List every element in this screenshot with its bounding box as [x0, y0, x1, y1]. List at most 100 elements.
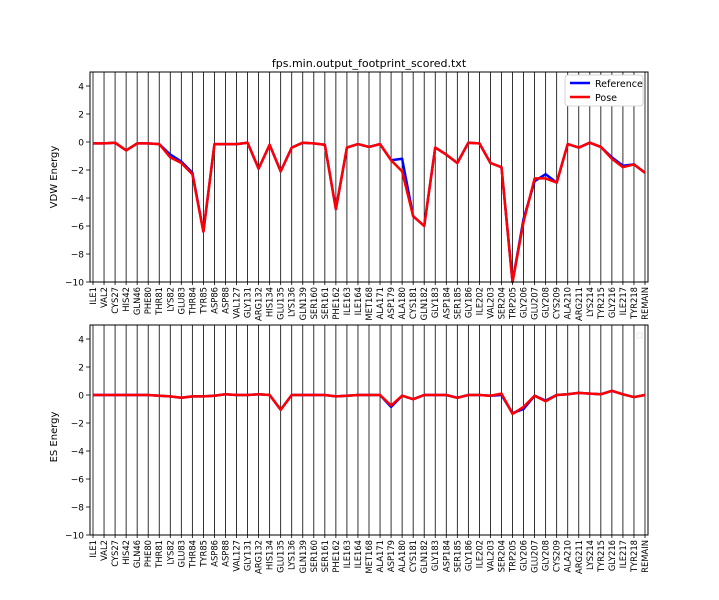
- y-tick-label: 4: [78, 336, 84, 346]
- vdw-y-ticks: 4 2 0 −2 −4 −6 −8 −10: [65, 83, 90, 289]
- x-tick-label: LYS82: [165, 540, 175, 565]
- x-tick-label: MET168: [364, 287, 374, 321]
- x-tick-label: ILE163: [342, 287, 352, 315]
- x-tick-label: TYR85: [198, 540, 208, 568]
- es-y-axis-label: ES Energy: [49, 411, 60, 462]
- x-tick-label: SER204: [496, 287, 506, 319]
- x-tick-label: VAL127: [232, 540, 242, 572]
- x-tick-label: GLU135: [276, 287, 286, 320]
- x-tick-label: HIS134: [265, 287, 275, 317]
- x-tick-label: CYS181: [408, 287, 418, 319]
- x-tick-label: ILE164: [353, 287, 363, 315]
- legend-pose-label: Pose: [595, 93, 617, 104]
- x-tick-label: GLN182: [419, 540, 429, 573]
- x-tick-label: THR84: [187, 287, 197, 316]
- x-tick-label: CYS181: [408, 540, 418, 572]
- x-tick-label: LYS82: [165, 287, 175, 312]
- x-tick-label: ARG211: [574, 287, 584, 321]
- x-tick-label: MET168: [364, 540, 374, 574]
- x-tick-label: REMAIN: [640, 287, 650, 320]
- x-tick-label: THR84: [187, 540, 197, 569]
- x-tick-label: ALA180: [397, 540, 407, 572]
- x-tick-label: THR81: [154, 540, 164, 569]
- x-tick-label: TYR215: [596, 540, 606, 573]
- x-tick-label: GLY131: [243, 540, 253, 571]
- x-tick-label: ASP184: [441, 287, 451, 319]
- x-tick-label: GLN46: [132, 540, 142, 568]
- x-tick-label: ASP86: [209, 287, 219, 314]
- x-tick-label: GLU83: [176, 540, 186, 568]
- x-tick-label: PHE162: [331, 287, 341, 320]
- x-tick-label: ALA210: [563, 540, 573, 572]
- x-tick-label: REMAIN: [640, 540, 650, 573]
- x-tick-label: SER160: [309, 540, 319, 572]
- x-tick-label: HIS42: [121, 540, 131, 565]
- x-tick-label: TYR85: [198, 287, 208, 315]
- x-tick-label: VAL2: [99, 287, 109, 308]
- x-tick-label: GLY183: [430, 540, 440, 571]
- x-tick-label: PHE162: [331, 540, 341, 573]
- vdw-panel: 420−2−4−6−8−10 ILE1 VAL2 CYS27 HIS42 GLN46 PH…: [49, 71, 650, 321]
- x-tick-label: ASP88: [220, 287, 230, 314]
- x-tick-label: GLU83: [176, 287, 186, 315]
- x-tick-label: TRP205: [508, 287, 518, 320]
- x-tick-label: ASP88: [220, 540, 230, 567]
- series-line-pose: [93, 389, 646, 416]
- x-tick-label: SER161: [320, 540, 330, 572]
- x-tick-label: TYR218: [629, 540, 639, 573]
- x-tick-label: ALA180: [397, 287, 407, 319]
- x-tick-label: SER204: [496, 540, 506, 572]
- x-tick-label: GLY183: [430, 287, 440, 318]
- y-tick-label: 0: [78, 139, 84, 149]
- x-tick-label: GLY206: [519, 287, 529, 318]
- x-tick-label: GLY216: [607, 540, 617, 571]
- y-tick-label: −8: [71, 251, 85, 261]
- x-tick-label: GLU207: [530, 540, 540, 573]
- y-tick-label: −8: [71, 504, 85, 514]
- x-tick-label: ASP179: [386, 540, 396, 572]
- x-tick-label: TYR218: [629, 287, 639, 320]
- x-tick-label: PHE80: [143, 540, 153, 567]
- x-tick-label: ILE202: [474, 540, 484, 568]
- chart-title: fps.min.output_footprint_scored.txt: [272, 57, 467, 70]
- es-series-layer: [93, 389, 646, 416]
- y-tick-label: −2: [71, 420, 84, 430]
- x-tick-label: VAL127: [232, 287, 242, 319]
- x-tick-label: TRP205: [508, 540, 518, 573]
- x-tick-label: GLY216: [607, 287, 617, 318]
- x-tick-label: PHE80: [143, 287, 153, 314]
- x-tick-label: GLN182: [419, 287, 429, 320]
- x-tick-label: GLY186: [463, 287, 473, 318]
- x-tick-label: HIS42: [121, 287, 131, 312]
- x-tick-label: CYS209: [552, 287, 562, 319]
- x-tick-label: GLY131: [243, 287, 253, 318]
- x-tick-label: THR81: [154, 287, 164, 316]
- es-grid: [92, 325, 646, 535]
- y-tick-label: −4: [71, 195, 85, 205]
- x-tick-label: GLY186: [463, 540, 473, 571]
- x-tick-label: LYS214: [585, 540, 595, 570]
- vdw-legend: Reference Pose: [564, 74, 644, 107]
- x-tick-label: GLU207: [530, 287, 540, 320]
- x-tick-label: VAL2: [99, 540, 109, 561]
- es-y-ticks: 4 2 0 −2 −4 −6 −8 −10: [65, 336, 90, 542]
- x-tick-label: CYS27: [110, 540, 120, 567]
- x-tick-label: SER161: [320, 287, 330, 319]
- x-tick-label: TYR215: [596, 287, 606, 320]
- x-tick-label: ILE164: [353, 540, 363, 568]
- es-panel: 420−2−4−6−8−10 ILE1 VAL2 CYS27 HIS42 GLN46 PH…: [49, 324, 650, 574]
- x-tick-label: HIS134: [265, 540, 275, 570]
- series-line-pose: [93, 141, 646, 284]
- x-tick-label: SER160: [309, 287, 319, 319]
- y-tick-label: −4: [71, 448, 85, 458]
- x-tick-label: VAL203: [485, 287, 495, 319]
- y-tick-label: −2: [71, 167, 84, 177]
- legend-reference-label: Reference: [595, 79, 643, 90]
- x-tick-label: CYS27: [110, 287, 120, 314]
- x-tick-label: GLY208: [541, 287, 551, 318]
- x-tick-label: LYS136: [287, 287, 297, 317]
- x-tick-label: ALA171: [375, 540, 385, 572]
- x-tick-label: ALA210: [563, 287, 573, 319]
- vdw-y-axis-label: VDW Energy: [49, 146, 60, 209]
